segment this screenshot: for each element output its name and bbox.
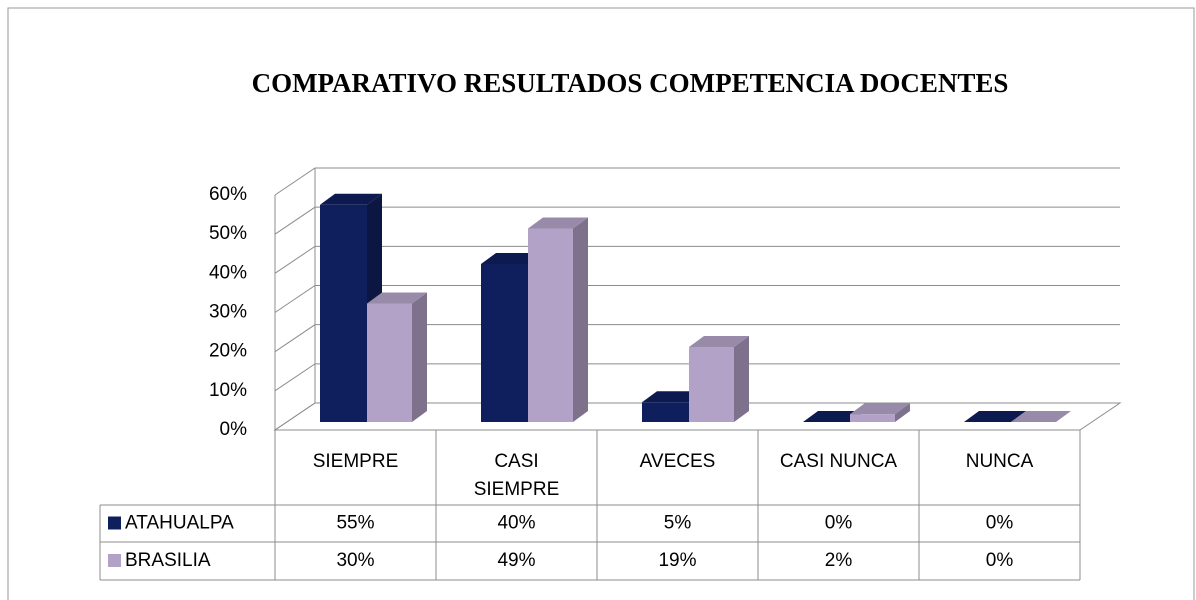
bar <box>850 414 895 422</box>
bar-top <box>528 217 588 229</box>
x-tick-label: CASI NUNCA <box>780 451 898 472</box>
grid-line <box>274 167 1120 196</box>
chart-title: COMPARATIVO RESULTADOS COMPETENCIA DOCEN… <box>252 68 1009 98</box>
bar-top <box>481 253 543 264</box>
table-value: 55% <box>336 513 374 534</box>
chart-border <box>7 7 1195 600</box>
table-value: 19% <box>658 550 696 571</box>
bar-top <box>320 193 382 205</box>
bar-top <box>642 391 704 403</box>
table-value: 40% <box>497 513 535 534</box>
grid-line <box>274 363 1120 392</box>
y-tick-label: 30% <box>209 302 247 323</box>
grid-line <box>274 245 1120 274</box>
y-tick-label: 50% <box>209 223 247 244</box>
legend-swatch <box>108 554 121 567</box>
table-value: 30% <box>336 550 374 571</box>
table-value: 5% <box>664 513 692 534</box>
grid-line <box>274 206 1120 235</box>
table-value: 2% <box>825 550 853 571</box>
bar <box>481 264 528 422</box>
y-tick-label: 10% <box>209 380 247 401</box>
y-tick-label: 0% <box>220 419 248 440</box>
bar-side <box>895 403 910 422</box>
bar <box>642 402 689 422</box>
legend-label: ATAHUALPA <box>125 513 234 534</box>
x-tick-label: SIEMPRE <box>474 479 560 500</box>
bar <box>320 204 367 422</box>
bar-side <box>412 292 427 422</box>
bar-top <box>803 411 865 422</box>
x-tick-label: NUNCA <box>966 451 1034 472</box>
table-value: 0% <box>986 550 1014 571</box>
bar-top <box>1011 411 1071 422</box>
grid-line <box>274 324 1120 353</box>
x-tick-label: CASI <box>494 451 538 472</box>
legend-label: BRASILIA <box>125 550 211 571</box>
legend-swatch <box>108 516 121 530</box>
x-tick-label: SIEMPRE <box>313 451 399 472</box>
bar <box>528 228 573 422</box>
y-tick-label: 60% <box>209 184 247 205</box>
table-value: 0% <box>986 513 1014 534</box>
bar-top <box>964 411 1026 422</box>
x-tick-label: AVECES <box>640 451 716 472</box>
bar-side <box>573 217 588 422</box>
grid-line <box>274 285 1120 313</box>
y-tick-label: 20% <box>209 341 247 362</box>
table-value: 0% <box>825 513 853 534</box>
bar <box>367 303 412 422</box>
bar-top <box>367 292 427 304</box>
bar <box>689 346 734 422</box>
bar-side <box>734 335 749 422</box>
bar-top <box>850 403 910 415</box>
y-tick-label: 40% <box>209 262 247 283</box>
grid-line <box>274 402 1120 431</box>
bar-top <box>689 335 749 347</box>
table-value: 49% <box>497 550 535 571</box>
